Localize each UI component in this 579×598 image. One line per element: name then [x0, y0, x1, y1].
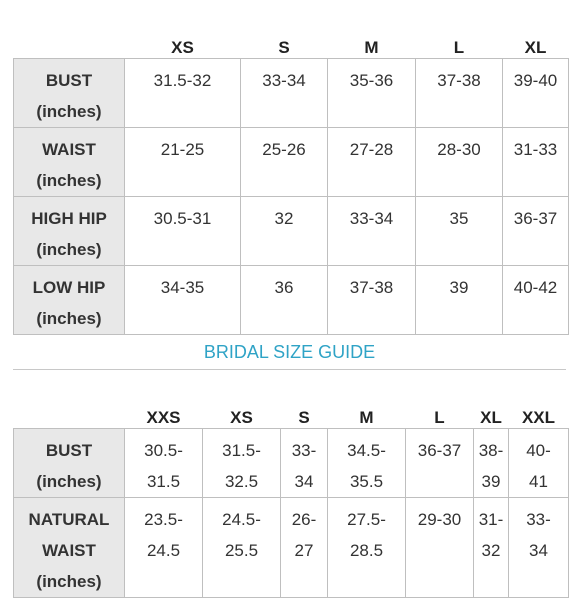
size-header-m: M	[364, 38, 379, 57]
table-cell: 39	[415, 265, 503, 335]
row-label-bust: BUST (inches)	[13, 428, 125, 498]
table-cell: 30.5- 31.5	[124, 428, 203, 498]
row-label-natural-waist: NATURAL WAIST (inches)	[13, 497, 125, 598]
size-header-s: S	[298, 408, 310, 427]
table-cell: 36-37	[502, 196, 569, 266]
corner-cell	[14, 28, 125, 59]
table-row: BUST (inches) 30.5- 31.5 31.5- 32.5 33- …	[13, 428, 569, 498]
size-header-s: S	[278, 38, 290, 57]
table-cell: 32	[240, 196, 328, 266]
table-cell: 39-40	[502, 58, 569, 128]
size-header-m: M	[359, 408, 374, 427]
size-header-row: XS S M L XL	[14, 28, 569, 59]
table-cell: 34.5- 35.5	[327, 428, 406, 498]
table-cell: 36	[240, 265, 328, 335]
table-row: WAIST (inches) 21-25 25-26 27-28 28-30 3…	[13, 127, 569, 197]
table-cell: 33-34	[240, 58, 328, 128]
table-cell: 26- 27	[280, 497, 328, 598]
row-label-high-hip: HIGH HIP (inches)	[13, 196, 125, 266]
size-header-xxs: XXS	[146, 408, 181, 427]
size-header-xs: XS	[171, 38, 194, 57]
row-label-waist: WAIST (inches)	[13, 127, 125, 197]
divider	[13, 369, 566, 370]
table-cell: 25-26	[240, 127, 328, 197]
table-cell: 35	[415, 196, 503, 266]
row-label-bust: BUST (inches)	[13, 58, 125, 128]
table-cell: 23.5- 24.5	[124, 497, 203, 598]
size-header-xl: XL	[524, 38, 547, 57]
size-header-xxl: XXL	[521, 408, 556, 427]
size-header-xl: XL	[480, 408, 502, 427]
size-chart-table: XS S M L XL BUST (inches) 31.5-32 33-34 …	[13, 28, 569, 335]
table-cell: 37-38	[327, 265, 416, 335]
table-cell: 35-36	[327, 58, 416, 128]
table-cell: 40- 41	[508, 428, 569, 498]
table-row: BUST (inches) 31.5-32 33-34 35-36 37-38 …	[13, 58, 569, 128]
table-row: NATURAL WAIST (inches) 23.5- 24.5 24.5- …	[13, 497, 569, 598]
table-cell: 24.5- 25.5	[202, 497, 281, 598]
table-cell: 31.5- 32.5	[202, 428, 281, 498]
table-cell: 33- 34	[508, 497, 569, 598]
corner-cell	[14, 398, 125, 429]
table-cell: 33- 34	[280, 428, 328, 498]
table-cell: 21-25	[124, 127, 241, 197]
table-cell: 40-42	[502, 265, 569, 335]
table-cell: 27.5- 28.5	[327, 497, 406, 598]
table-cell: 27-28	[327, 127, 416, 197]
table-row: LOW HIP (inches) 34-35 36 37-38 39 40-42	[13, 265, 569, 335]
table-cell: 31-33	[502, 127, 569, 197]
size-header-l: L	[453, 38, 465, 57]
table-cell: 29-30	[405, 497, 474, 598]
table-cell: 37-38	[415, 58, 503, 128]
size-header-row: XXS XS S M L XL XXL	[14, 398, 569, 429]
table-cell: 31.5-32	[124, 58, 241, 128]
table-cell: 33-34	[327, 196, 416, 266]
table-cell: 34-35	[124, 265, 241, 335]
table-cell: 28-30	[415, 127, 503, 197]
table-cell: 31- 32	[473, 497, 509, 598]
size-header-l: L	[434, 408, 445, 427]
bridal-size-chart-table: XXS XS S M L XL XXL BUST (inches) 30.5- …	[13, 398, 569, 598]
table-cell: 36-37	[405, 428, 474, 498]
table-cell: 38- 39	[473, 428, 509, 498]
table-cell: 30.5-31	[124, 196, 241, 266]
size-header-xs: XS	[230, 408, 253, 427]
bridal-size-guide-title: BRIDAL SIZE GUIDE	[203, 342, 376, 362]
table-row: HIGH HIP (inches) 30.5-31 32 33-34 35 36…	[13, 196, 569, 266]
row-label-low-hip: LOW HIP (inches)	[13, 265, 125, 335]
